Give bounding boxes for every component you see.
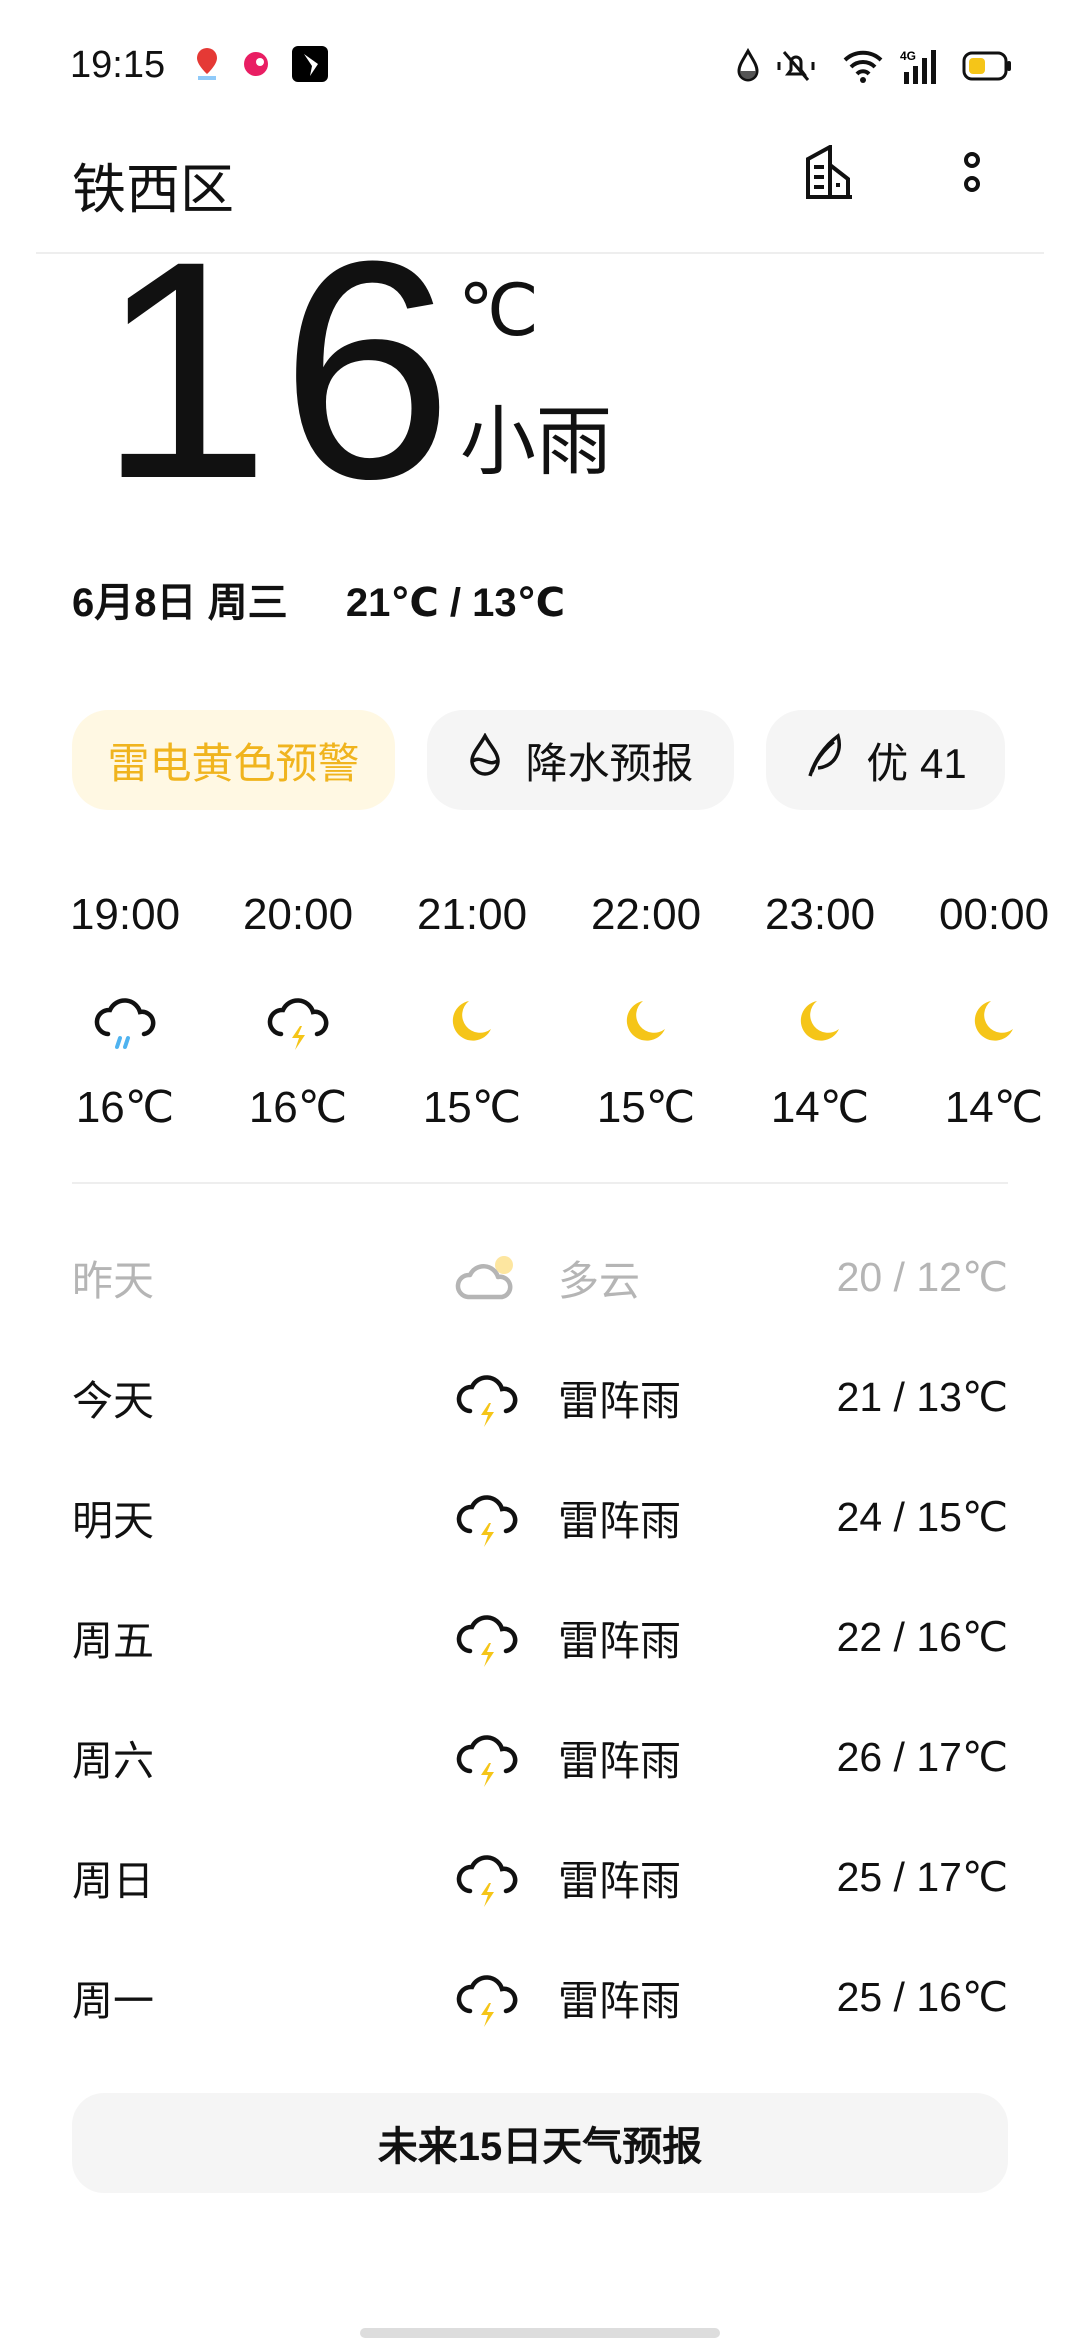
- day-condition: 雷阵雨: [558, 1378, 681, 1424]
- day-label: 明天: [72, 1498, 154, 1544]
- hourly-time: 20:00: [242, 890, 354, 939]
- day-temps: 20 / 12℃: [836, 1254, 1008, 1300]
- day-temps: 25 / 16℃: [836, 1974, 1008, 2020]
- hourly-time: 23:00: [764, 890, 876, 939]
- thunder-icon: [452, 1365, 558, 1429]
- thunder-icon: [452, 1965, 558, 2029]
- hourly-time: 21:00: [416, 890, 528, 939]
- today-range: 21℃ / 13℃: [345, 581, 566, 625]
- day-label: 今天: [72, 1378, 154, 1424]
- daily-row[interactable]: 周日 雷阵雨 25 / 17℃: [72, 1837, 1008, 1917]
- header-divider: [36, 252, 1044, 254]
- daily-row[interactable]: 今天 雷阵雨 21 / 13℃: [72, 1357, 1008, 1437]
- current-temperature: 16: [98, 196, 463, 543]
- hourly-temp: 16℃: [75, 1083, 175, 1132]
- day-label: 周日: [72, 1858, 154, 1904]
- more-icon[interactable]: [958, 148, 986, 203]
- mute-icon: [776, 48, 816, 89]
- app-bird-icon: [240, 46, 274, 82]
- thunder-icon: [452, 1845, 558, 1909]
- 4g-signal-icon: 4G: [900, 48, 944, 89]
- hourly-temp: 14℃: [770, 1083, 870, 1132]
- daily-row[interactable]: 周一 雷阵雨 25 / 16℃: [72, 1957, 1008, 2037]
- day-condition: 雷阵雨: [558, 1978, 681, 2024]
- air-quality-chip[interactable]: 优 41: [766, 710, 1005, 810]
- day-label: 周五: [72, 1618, 154, 1664]
- hourly-temp: 14℃: [944, 1083, 1044, 1132]
- day-temps: 22 / 16℃: [836, 1614, 1008, 1660]
- temperature-unit: ℃: [458, 271, 539, 351]
- day-label: 周六: [72, 1738, 154, 1784]
- current-condition: 小雨: [460, 400, 612, 485]
- day-temps: 26 / 17℃: [836, 1734, 1008, 1780]
- data-saver-icon: [734, 47, 762, 89]
- day-condition: 多云: [558, 1258, 640, 1304]
- leaf-icon: [804, 732, 844, 788]
- current-date: 6月8日 周三: [72, 581, 288, 625]
- status-time: 19:15: [70, 44, 166, 86]
- warning-label: 雷电黄色预警: [107, 739, 360, 787]
- thunder-icon: [452, 1605, 558, 1669]
- home-indicator[interactable]: [360, 2328, 720, 2338]
- hourly-temp: 15℃: [596, 1083, 696, 1132]
- moon-icon: [559, 985, 733, 1055]
- hourly-time: 19:00: [69, 890, 181, 939]
- wifi-icon: [842, 48, 884, 89]
- moon-icon: [733, 985, 907, 1055]
- thunder-icon: [452, 1725, 558, 1789]
- hourly-temp: 15℃: [422, 1083, 522, 1132]
- forecast-15-day-button[interactable]: 未来15日天气预报: [72, 2093, 1008, 2193]
- daily-row[interactable]: 周五 雷阵雨 22 / 16℃: [72, 1597, 1008, 1677]
- hourly-time: 22:00: [590, 890, 702, 939]
- daily-row[interactable]: 周六 雷阵雨 26 / 17℃: [72, 1717, 1008, 1797]
- hourly-divider: [72, 1182, 1008, 1184]
- city-manage-icon[interactable]: [804, 143, 854, 206]
- daily-row[interactable]: 昨天 多云 20 / 12℃: [72, 1237, 1008, 1317]
- day-condition: 雷阵雨: [558, 1618, 681, 1664]
- rain-icon: [38, 985, 212, 1055]
- aqi-label: 优 41: [866, 739, 967, 787]
- day-condition: 雷阵雨: [558, 1498, 681, 1544]
- hourly-time: 00:00: [938, 890, 1050, 939]
- day-condition: 雷阵雨: [558, 1738, 681, 1784]
- day-temps: 24 / 15℃: [836, 1494, 1008, 1540]
- thunder-icon: [452, 1485, 558, 1549]
- forecast-15-day-label: 未来15日天气预报: [377, 2125, 703, 2169]
- day-condition: 雷阵雨: [558, 1858, 681, 1904]
- battery-icon: [962, 50, 1012, 87]
- moon-icon: [385, 985, 559, 1055]
- daily-row[interactable]: 明天 雷阵雨 24 / 15℃: [72, 1477, 1008, 1557]
- day-label: 周一: [72, 1978, 154, 2024]
- baidu-maps-icon: [190, 46, 224, 82]
- day-label: 昨天: [72, 1258, 154, 1304]
- moon-icon: [907, 985, 1080, 1055]
- precipitation-label: 降水预报: [525, 739, 694, 787]
- thunder-icon: [211, 985, 385, 1055]
- date-range-line: 6月8日 周三 21℃ / 13℃: [72, 570, 565, 628]
- thunder-warning-chip[interactable]: 雷电黄色预警: [72, 710, 395, 810]
- precipitation-forecast-chip[interactable]: 降水预报: [427, 710, 734, 810]
- day-temps: 25 / 17℃: [836, 1854, 1008, 1900]
- day-temps: 21 / 13℃: [836, 1374, 1008, 1420]
- app-feather-icon: [292, 46, 328, 82]
- drop-icon: [467, 732, 503, 787]
- partly-cloudy-icon: [452, 1247, 558, 1307]
- city-title[interactable]: 铁西区: [72, 160, 234, 220]
- svg-text:4G: 4G: [900, 49, 916, 63]
- hourly-temp: 16℃: [248, 1083, 348, 1132]
